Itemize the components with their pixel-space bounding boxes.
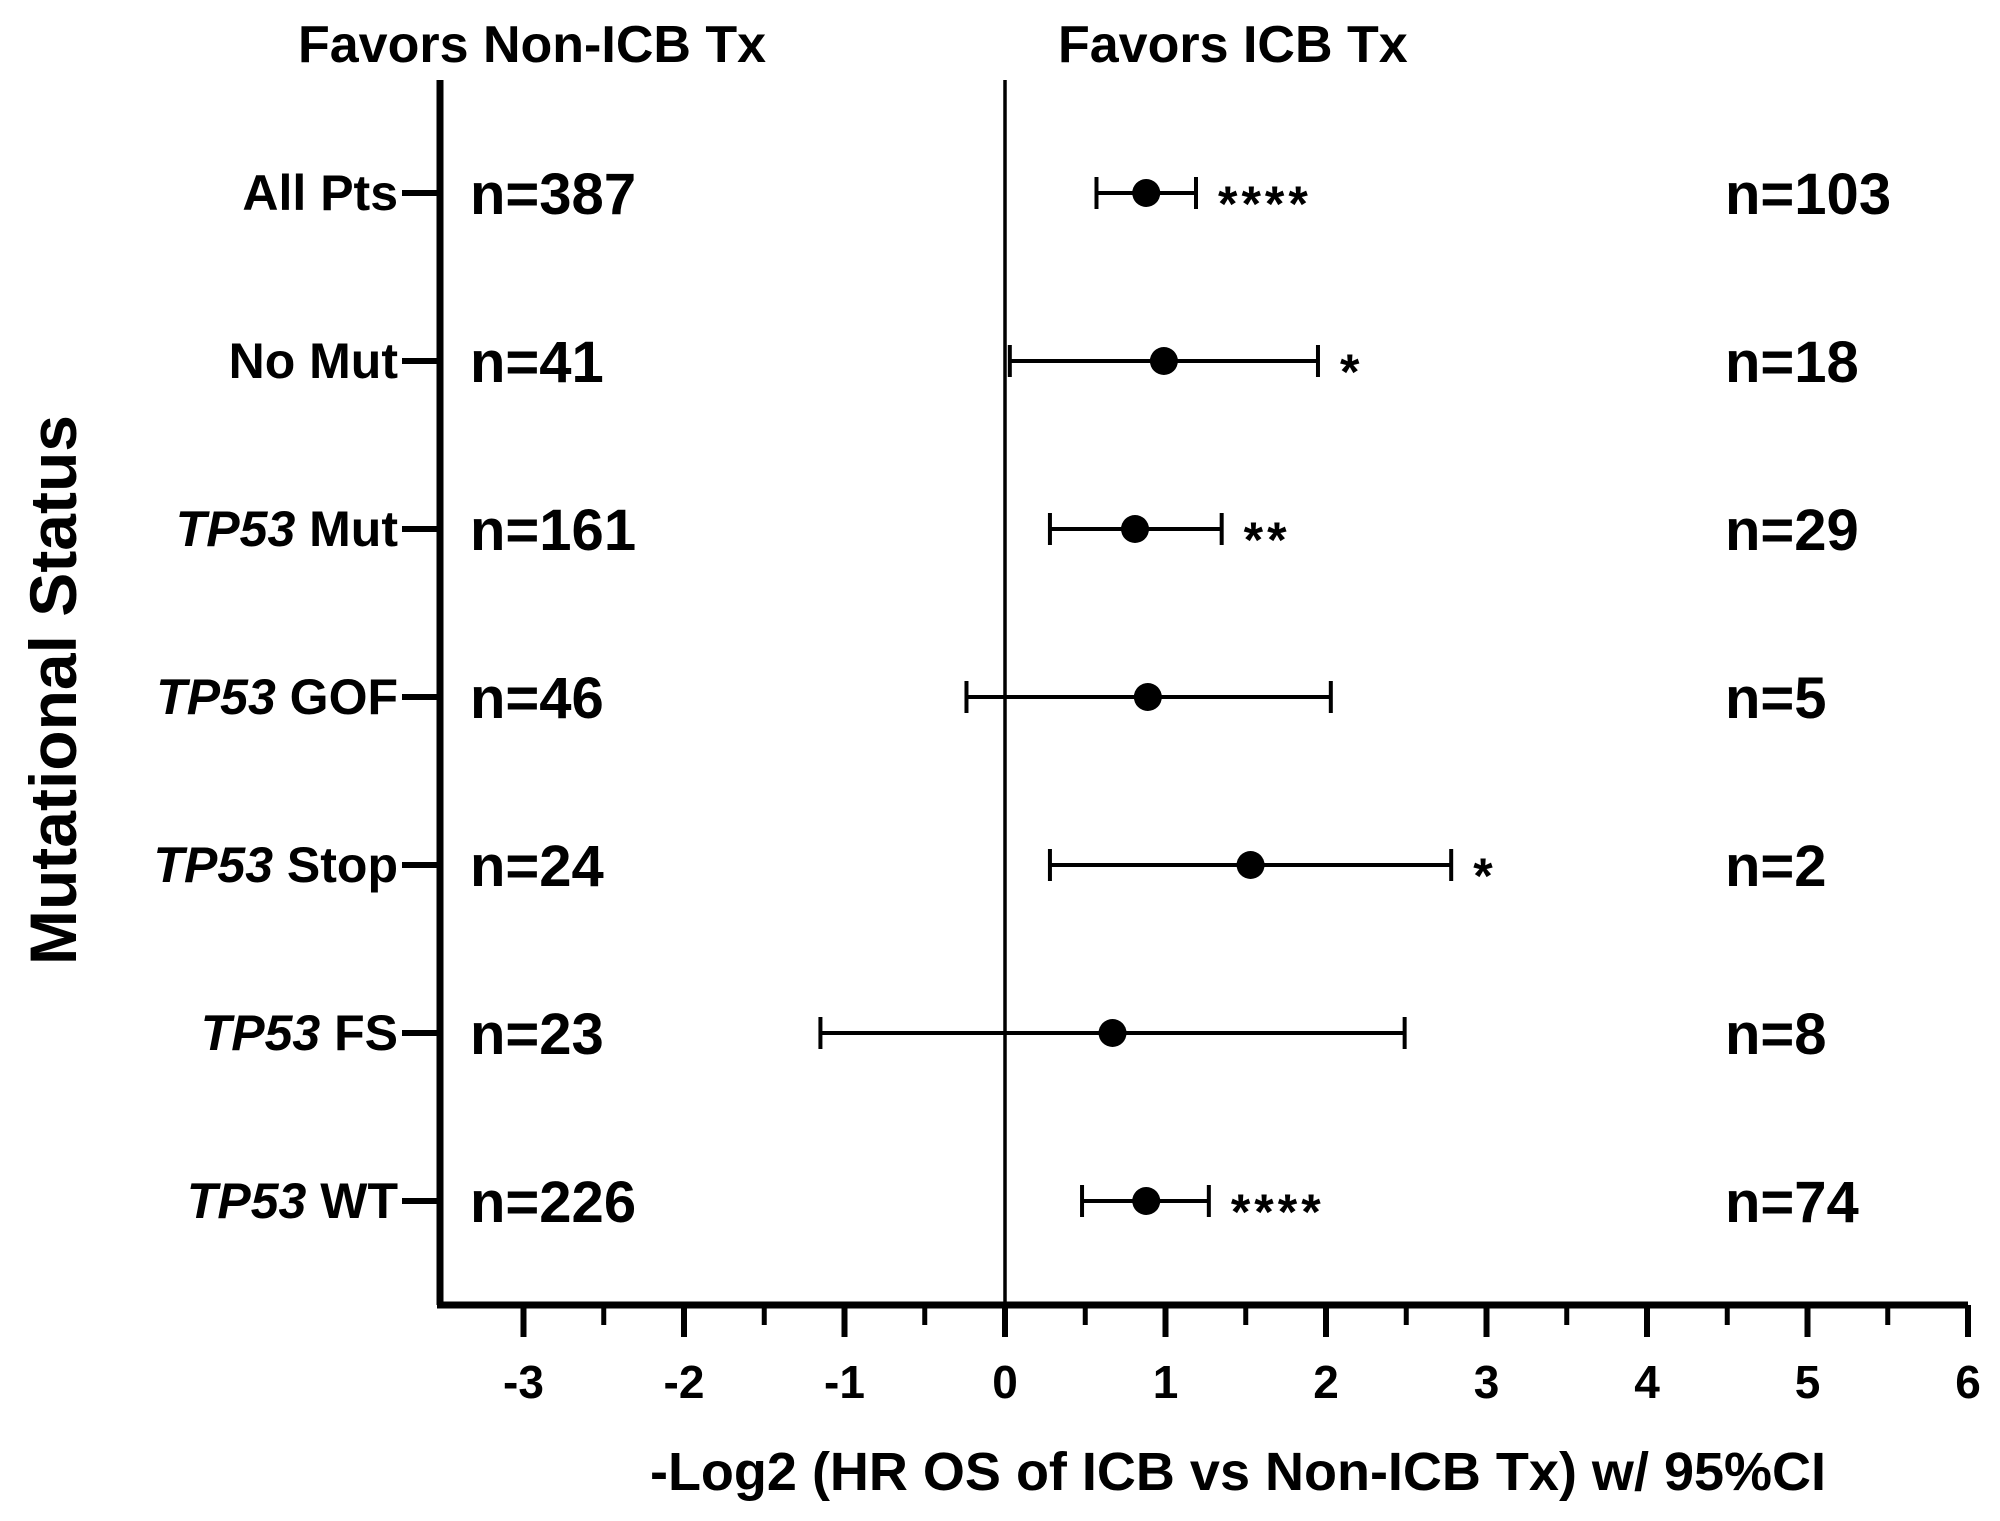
significance-stars: * [1473,848,1496,904]
significance-stars: ** [1244,512,1291,568]
n-left-label: n=226 [470,1170,636,1235]
gene-prefix: TP53 [201,1005,334,1061]
point-estimate [1121,515,1150,543]
row-label-text: WT [320,1173,398,1229]
n-right-label: n=2 [1725,834,1827,899]
point-estimate [1132,1187,1161,1215]
n-right-label: n=103 [1725,162,1891,227]
x-tick-label: 2 [1313,1356,1339,1408]
significance-stars: * [1340,344,1363,400]
row-label: No Mut [229,333,399,389]
x-tick-label: 5 [1795,1356,1821,1408]
n-right-label: n=29 [1725,498,1859,563]
n-left-label: n=24 [470,834,604,899]
gene-prefix: TP53 [187,1173,320,1229]
x-tick-label: 1 [1153,1356,1179,1408]
x-tick-label: -3 [503,1356,544,1408]
gene-prefix: TP53 [176,501,309,557]
n-left-label: n=46 [470,666,604,731]
x-tick-label: -1 [824,1356,865,1408]
row-label-text: Mut [309,501,398,557]
significance-stars: **** [1231,1184,1325,1240]
row-label-text: All Pts [242,165,398,221]
x-tick-label: 6 [1955,1356,1981,1408]
row-label-text: GOF [290,669,398,725]
x-tick-label: -2 [664,1356,705,1408]
row-label-text: Stop [287,837,398,893]
header-favors-non-icb: Favors Non-ICB Tx [298,16,766,74]
row-label: All Pts [242,165,398,221]
point-estimate [1133,683,1162,711]
n-left-label: n=387 [470,162,636,227]
n-right-label: n=18 [1725,330,1859,395]
x-tick-label: 4 [1634,1356,1660,1408]
row-label: TP53 Mut [176,501,399,557]
gene-prefix: TP53 [154,837,287,893]
n-left-label: n=23 [470,1002,604,1067]
row-label: TP53 Stop [154,837,399,893]
row-label: TP53 WT [187,1173,398,1229]
n-right-label: n=8 [1725,1002,1827,1067]
header-favors-icb: Favors ICB Tx [1058,16,1408,74]
x-axis-label: -Log2 (HR OS of ICB vs Non-ICB Tx) w/ 95… [650,1442,1826,1502]
n-right-label: n=5 [1725,666,1827,731]
n-right-label: n=74 [1725,1170,1859,1235]
y-axis-label: Mutational Status [16,415,90,965]
point-estimate [1149,347,1178,375]
row-label-text: FS [334,1005,398,1061]
row-label-text: No Mut [229,333,399,389]
point-estimate [1132,179,1161,207]
significance-stars: **** [1218,176,1312,232]
row-label: TP53 GOF [156,669,398,725]
x-tick-label: 0 [992,1356,1018,1408]
point-estimate [1236,851,1265,879]
gene-prefix: TP53 [156,669,289,725]
n-left-label: n=161 [470,498,636,563]
point-estimate [1098,1019,1127,1047]
n-left-label: n=41 [470,330,604,395]
x-tick-label: 3 [1474,1356,1500,1408]
row-label: TP53 FS [201,1005,398,1061]
